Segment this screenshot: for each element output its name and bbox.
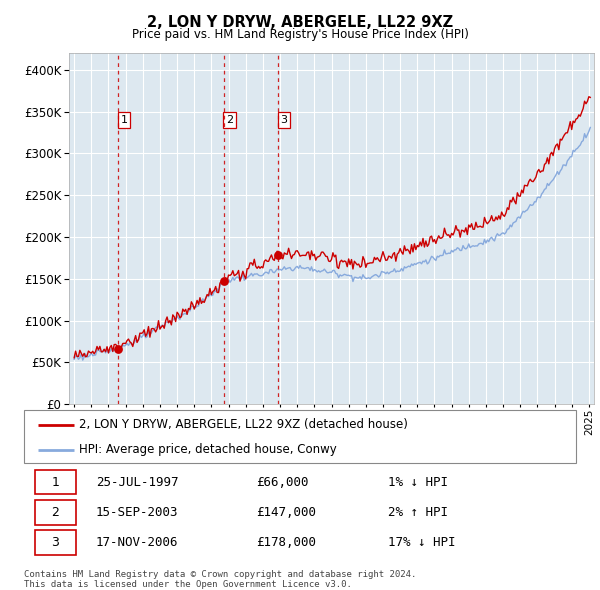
Text: £178,000: £178,000 bbox=[256, 536, 316, 549]
Text: 1: 1 bbox=[52, 476, 59, 489]
Point bbox=[219, 277, 229, 286]
FancyBboxPatch shape bbox=[24, 410, 576, 463]
Text: 17% ↓ HPI: 17% ↓ HPI bbox=[388, 536, 456, 549]
Text: 15-SEP-2003: 15-SEP-2003 bbox=[96, 506, 178, 519]
FancyBboxPatch shape bbox=[35, 500, 76, 525]
Point bbox=[113, 345, 123, 354]
Text: 2, LON Y DRYW, ABERGELE, LL22 9XZ: 2, LON Y DRYW, ABERGELE, LL22 9XZ bbox=[147, 15, 453, 30]
Text: 1% ↓ HPI: 1% ↓ HPI bbox=[388, 476, 448, 489]
Text: HPI: Average price, detached house, Conwy: HPI: Average price, detached house, Conw… bbox=[79, 443, 337, 457]
Text: 2, LON Y DRYW, ABERGELE, LL22 9XZ (detached house): 2, LON Y DRYW, ABERGELE, LL22 9XZ (detac… bbox=[79, 418, 408, 431]
Text: 17-NOV-2006: 17-NOV-2006 bbox=[96, 536, 178, 549]
Text: 2: 2 bbox=[226, 115, 233, 125]
Text: Contains HM Land Registry data © Crown copyright and database right 2024.
This d: Contains HM Land Registry data © Crown c… bbox=[24, 570, 416, 589]
Text: £147,000: £147,000 bbox=[256, 506, 316, 519]
Text: 3: 3 bbox=[52, 536, 59, 549]
Text: 2: 2 bbox=[52, 506, 59, 519]
Text: £66,000: £66,000 bbox=[256, 476, 308, 489]
Text: 3: 3 bbox=[281, 115, 287, 125]
Text: 2% ↑ HPI: 2% ↑ HPI bbox=[388, 506, 448, 519]
FancyBboxPatch shape bbox=[35, 530, 76, 555]
Point bbox=[273, 251, 283, 260]
Text: Price paid vs. HM Land Registry's House Price Index (HPI): Price paid vs. HM Land Registry's House … bbox=[131, 28, 469, 41]
Text: 25-JUL-1997: 25-JUL-1997 bbox=[96, 476, 178, 489]
Text: 1: 1 bbox=[121, 115, 128, 125]
FancyBboxPatch shape bbox=[35, 470, 76, 494]
